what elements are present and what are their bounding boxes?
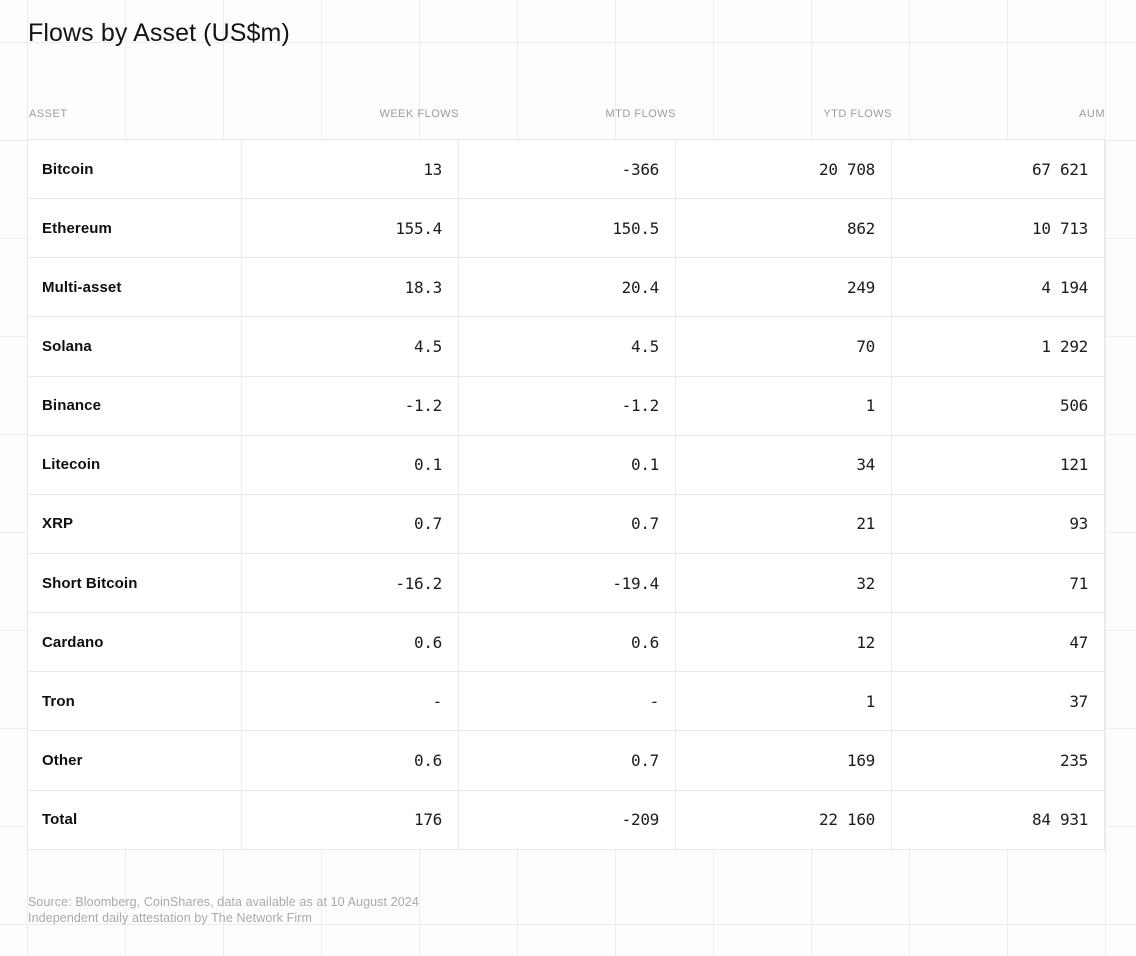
ytd-flows-cell: 169 [676, 731, 892, 790]
asset-cell: Litecoin [28, 435, 242, 494]
week-flows-cell: 0.6 [242, 613, 459, 672]
aum-cell: 10 713 [1032, 218, 1088, 238]
mtd-flows-cell: 20.4 [459, 258, 676, 317]
asset-cell: Other [28, 731, 242, 790]
aum-cell: 4 194 [1041, 277, 1088, 297]
table-row: XRP 0.7 0.7 21 93 [28, 494, 1104, 554]
asset-cell: Binance [28, 376, 242, 435]
week-flows-cell: 13 [242, 140, 459, 199]
week-flows-cell: - [242, 672, 459, 731]
mtd-flows-cell: - [459, 672, 676, 731]
table-row: Tron - -1 37 [28, 672, 1104, 732]
column-header-asset: ASSET [29, 108, 68, 120]
ytd-flows-cell: 12 [676, 613, 892, 672]
week-flows-cell: 155.4 [242, 199, 459, 258]
asset-cell: Cardano [28, 613, 242, 672]
column-header-ytd-flows: YTD FLOWS [823, 108, 892, 120]
mtd-flows-cell: -209 [459, 790, 676, 849]
source-note: Source: Bloomberg, CoinShares, data avai… [28, 894, 419, 926]
asset-cell: Bitcoin [28, 140, 242, 199]
mtd-flows-cell: -19.4 [459, 553, 676, 613]
ytd-flows-cell: 1 [676, 672, 892, 731]
asset-cell: Solana [28, 317, 242, 376]
table-row: Cardano 0.6 0.6 12 47 [28, 613, 1104, 673]
ytd-flows-cell: 20 708 [676, 140, 892, 199]
mtd-flows-cell: 150.5 [459, 199, 676, 258]
mtd-flows-cell: -366 [459, 140, 676, 199]
aum-cell: 121 [1060, 455, 1088, 475]
asset-cell: XRP [28, 494, 242, 553]
week-flows-cell: -1.2 [242, 376, 459, 435]
ytd-flows-cell: 34 [676, 435, 892, 494]
asset-cell: Multi-asset [28, 258, 242, 317]
aum-cell: 93 [1069, 514, 1088, 534]
table-row: Short Bitcoin -16.2 -19.4 32 71 [28, 553, 1104, 614]
ytd-flows-cell: 70 [676, 317, 892, 376]
page-title: Flows by Asset (US$m) [28, 19, 290, 47]
ytd-flows-cell: 22 160 [676, 790, 892, 849]
mtd-flows-cell: 0.1 [459, 435, 676, 494]
table-row: Litecoin 0.1 0.1 34 121 [28, 435, 1104, 495]
column-header-mtd-flows: MTD FLOWS [605, 108, 676, 120]
ytd-flows-cell: 1 [676, 376, 892, 435]
asset-cell: Total [28, 790, 242, 849]
aum-cell: 1 292 [1041, 336, 1088, 356]
asset-cell: Short Bitcoin [28, 553, 242, 613]
week-flows-cell: 18.3 [242, 258, 459, 317]
ytd-flows-cell: 21 [676, 494, 892, 553]
column-header-week-flows: WEEK FLOWS [379, 108, 459, 120]
table-row: Binance -1.2 -1.2 1 506 [28, 376, 1104, 436]
asset-cell: Ethereum [28, 199, 242, 258]
mtd-flows-cell: 4.5 [459, 317, 676, 376]
mtd-flows-cell: -1.2 [459, 376, 676, 435]
table-row: Bitcoin 13 -366 20 708 67 621 [28, 140, 1104, 200]
ytd-flows-cell: 862 [676, 199, 892, 258]
mtd-flows-cell: 0.7 [459, 494, 676, 553]
attestation-line: Independent daily attestation by The Net… [28, 911, 312, 925]
table-row: Multi-asset 18.3 20.4 249 4 194 [28, 258, 1104, 318]
week-flows-cell: 176 [242, 790, 459, 849]
mtd-flows-cell: 0.7 [459, 731, 676, 790]
table-column-headers: ASSET WEEK FLOWS MTD FLOWS YTD FLOWS AUM [27, 100, 1105, 121]
table-row: Solana 4.5 4.5 70 1 292 [28, 317, 1104, 377]
table-row-total: Total 176 -209 22 160 84 931 [28, 790, 1104, 850]
table-row: Other 0.6 0.7 169 235 [28, 731, 1104, 791]
week-flows-cell: -16.2 [242, 553, 459, 613]
table-row: Ethereum 155.4 150.5 862 10 713 [28, 199, 1104, 259]
asset-cell: Tron [28, 672, 242, 731]
aum-cell: 37 [1069, 691, 1088, 711]
aum-cell: 235 [1060, 750, 1088, 770]
column-header-aum: AUM [1079, 108, 1105, 120]
week-flows-cell: 0.7 [242, 494, 459, 553]
mtd-flows-cell: 0.6 [459, 613, 676, 672]
aum-cell: 71 [1069, 573, 1088, 593]
aum-cell: 506 [1060, 396, 1088, 416]
aum-cell: 84 931 [1032, 810, 1088, 830]
source-line: Source: Bloomberg, CoinShares, data avai… [28, 895, 419, 909]
flows-by-asset-table: Bitcoin 13 -366 20 708 67 621 Ethereum 155.4 15… [27, 139, 1105, 850]
week-flows-cell: 0.6 [242, 731, 459, 790]
ytd-flows-cell: 249 [676, 258, 892, 317]
week-flows-cell: 0.1 [242, 435, 459, 494]
ytd-flows-cell: 32 [676, 553, 892, 613]
aum-cell: 67 621 [1032, 159, 1088, 179]
week-flows-cell: 4.5 [242, 317, 459, 376]
aum-cell: 47 [1069, 632, 1088, 652]
